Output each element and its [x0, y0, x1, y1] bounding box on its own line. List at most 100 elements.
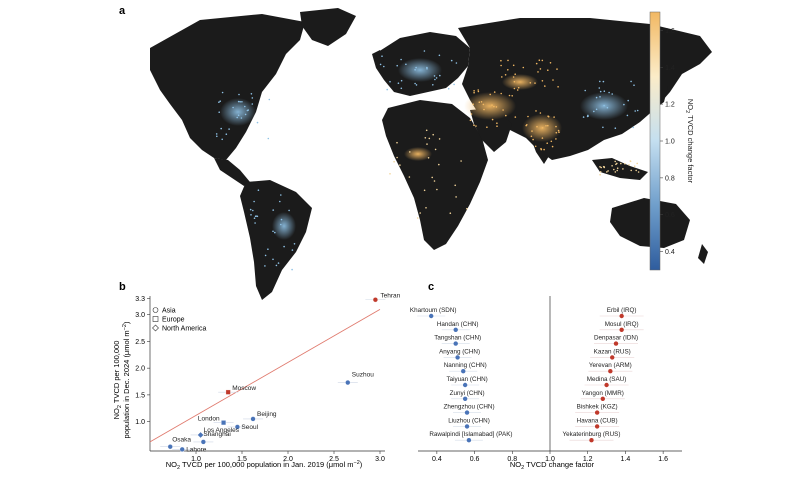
panel-b-point-label-moscow: Moscow: [232, 385, 256, 392]
hotspot-west-africa: [404, 147, 432, 161]
map-city-dot: [495, 106, 498, 108]
map-city-dot: [527, 115, 529, 118]
map-city-dot: [599, 171, 602, 173]
map-city-dot: [493, 91, 496, 93]
map-city-dot: [599, 90, 602, 93]
panel-b-point-label-shanghai: Shanghai: [203, 431, 230, 438]
map-city-dot: [602, 165, 605, 168]
coolspot-north-america: [220, 98, 256, 126]
map-city-dot: [220, 127, 222, 130]
map-city-dot: [545, 125, 547, 127]
coolspot-europe: [398, 58, 442, 82]
panel-c-x-tick-label: 1.6: [658, 456, 668, 463]
map-city-dot: [516, 89, 519, 91]
map-city-dot: [627, 99, 629, 102]
map-city-dot: [602, 126, 604, 129]
world-map: [150, 8, 712, 300]
panel-c-xlabel: NO2 TVCD change factor: [510, 460, 595, 471]
map-city-dot: [555, 131, 558, 134]
map-city-dot: [606, 106, 609, 109]
panel-c-label-anyang-chn: Anyang (CHN): [439, 348, 480, 355]
map-city-dot: [541, 59, 544, 62]
map-city-dot: [408, 176, 411, 178]
panel-letter-a: a: [119, 5, 126, 17]
map-city-dot: [512, 76, 515, 78]
map-city-dot: [291, 249, 294, 251]
panel-c-point-medina-sau: [604, 382, 609, 388]
panel-b-y-tick-label: 1.0: [135, 419, 145, 426]
map-city-dot: [491, 104, 493, 106]
map-city-dot: [541, 80, 544, 82]
map-city-dot: [432, 84, 434, 86]
continent-new-zealand: [698, 244, 708, 264]
map-city-dot: [250, 214, 252, 216]
map-city-dot: [252, 209, 254, 212]
colorbar-label: NO2 TVCD change factor: [684, 99, 695, 184]
map-city-dot: [513, 87, 516, 90]
panel-c-point-havana-cub: [594, 424, 600, 429]
map-city-dot: [500, 92, 503, 95]
map-city-dot: [599, 96, 601, 98]
legend-label-north-america: North America: [162, 326, 206, 333]
map-city-dot: [623, 103, 625, 106]
panel-b-point-suzhou: [345, 379, 351, 386]
map-city-dot: [530, 135, 533, 138]
hotspot-central-asia: [502, 74, 538, 90]
map-city-dot: [624, 162, 626, 165]
map-city-dot: [546, 142, 548, 144]
panel-b-point-label-seoul: Seoul: [241, 424, 258, 431]
map-city-dot: [486, 126, 488, 128]
continent-south-america: [240, 180, 312, 300]
map-city-dot: [608, 91, 610, 94]
map-city-dot: [551, 145, 554, 148]
map-city-dot: [480, 101, 483, 103]
map-city-dot: [555, 125, 557, 128]
legend-label-asia: Asia: [162, 308, 176, 315]
panel-c-point-anyang-chn: [455, 355, 460, 360]
map-city-dot: [427, 157, 430, 159]
map-city-dot: [215, 133, 218, 135]
panel-c-label-khartoum-sdn: Khartoum (SDN): [410, 307, 457, 314]
panel-c-x-tick-label: 1.2: [583, 456, 593, 463]
map-city-dot: [466, 207, 468, 210]
map-city-dot: [475, 125, 477, 127]
map-city-dot: [636, 162, 638, 165]
panel-b-ylabel-line2: population in Dec. 2024 (μmol m−2): [122, 321, 131, 438]
map-city-dot: [219, 100, 221, 102]
map-city-dot: [593, 110, 595, 113]
panel-c-point-handan-chn: [453, 327, 458, 332]
panel-c-label-nanning-chn: Nanning (CHN): [444, 362, 487, 369]
panel-b-y-tick-label: 1.5: [135, 392, 145, 399]
map-city-dot: [272, 209, 275, 211]
map-city-dot: [247, 109, 249, 111]
map-city-dot: [541, 137, 544, 139]
panel-c-point-rawalpindi-islamabad-pak: [466, 438, 472, 443]
map-city-dot: [256, 121, 259, 124]
panel-b-legend: Asia Europe North America: [152, 307, 206, 333]
panel-c-label-erbil-irq: Erbil (IRQ): [607, 307, 637, 314]
continent-north-america: [150, 14, 305, 160]
map-city-dot: [244, 105, 246, 108]
colorbar-gradient: [649, 11, 661, 271]
map-city-dot: [393, 160, 395, 163]
map-city-dot: [537, 71, 539, 73]
continent-se-asia: [592, 158, 648, 180]
panel-b-x-tick-label: 2.5: [329, 456, 339, 463]
map-city-dot: [438, 163, 440, 166]
map-city-dot: [238, 93, 240, 96]
map-city-dot: [514, 73, 516, 75]
panel-b-y-tick-label: 2.0: [135, 366, 145, 373]
map-city-dot: [419, 212, 422, 214]
map-city-dot: [616, 169, 618, 172]
continent-greenland: [300, 8, 356, 46]
map-city-dot: [221, 91, 224, 94]
map-city-dot: [225, 133, 228, 135]
map-city-dot: [626, 114, 629, 117]
map-city-dot: [634, 110, 636, 112]
map-city-dot: [496, 125, 498, 127]
map-city-dot: [502, 109, 504, 111]
map-city-dot: [249, 208, 252, 211]
map-city-dot: [454, 184, 457, 187]
map-city-dot: [449, 212, 452, 214]
map-city-dot: [396, 156, 398, 159]
